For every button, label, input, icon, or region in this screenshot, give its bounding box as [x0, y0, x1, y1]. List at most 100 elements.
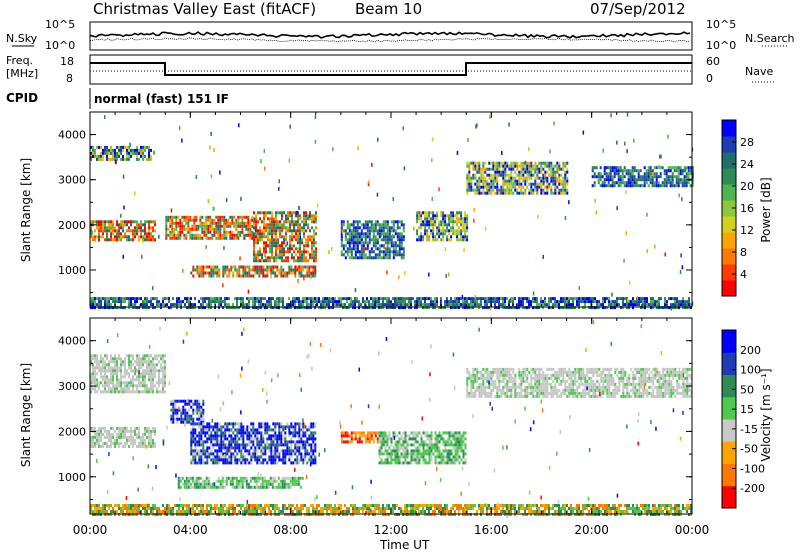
echo-cell	[270, 428, 273, 432]
echo-cell	[362, 235, 365, 239]
echo-cell	[440, 214, 443, 218]
echo-cell	[392, 244, 395, 248]
echo-cell	[262, 461, 265, 465]
echo-cell	[466, 176, 469, 180]
echo-cell	[185, 233, 188, 237]
echo-cell	[510, 179, 513, 183]
colorbar-tick-label: 12	[740, 224, 754, 237]
echo-cell	[138, 432, 140, 436]
echo-cell	[154, 426, 156, 430]
echo-cell	[246, 458, 249, 462]
echo-cell	[282, 455, 285, 459]
echo-cell	[342, 297, 344, 301]
echo-cell	[98, 223, 100, 227]
echo-cell	[224, 271, 227, 275]
echo-cell	[530, 176, 533, 180]
echo-cell	[376, 238, 379, 242]
echo-cell	[272, 268, 275, 272]
echo-cell	[448, 303, 450, 307]
echo-speck	[314, 115, 317, 120]
echo-cell	[602, 297, 604, 301]
echo-cell	[512, 306, 514, 310]
echo-cell	[380, 306, 382, 310]
echo-cell	[444, 303, 446, 307]
echo-cell	[376, 241, 379, 245]
echo-cell	[154, 354, 156, 358]
echo-cell	[296, 446, 299, 450]
echo-cell	[270, 303, 272, 307]
echo-cell	[376, 256, 379, 260]
echo-cell	[524, 167, 527, 171]
echo-cell	[288, 458, 291, 462]
echo-cell	[106, 303, 108, 307]
echo-cell	[568, 306, 570, 310]
echo-cell	[372, 235, 375, 239]
echo-cell	[356, 223, 359, 227]
echo-cell	[374, 306, 376, 310]
echo-cell	[226, 449, 229, 453]
echo-cell	[611, 175, 614, 179]
echo-cell	[214, 271, 217, 275]
echo-cell	[216, 458, 219, 462]
echo-cell	[669, 178, 672, 182]
echo-cell	[288, 440, 291, 444]
echo-cell	[603, 172, 606, 176]
echo-cell	[104, 223, 106, 227]
echo-cell	[649, 172, 652, 176]
echo-cell	[138, 297, 140, 301]
echo-cell	[227, 218, 230, 222]
echo-cell	[98, 360, 100, 364]
echo-speck	[626, 149, 628, 154]
echo-cell	[288, 268, 291, 272]
echo-cell	[180, 408, 183, 412]
echo-cell	[530, 191, 533, 195]
echo-cell	[315, 232, 317, 236]
echo-cell	[295, 211, 297, 215]
echo-cell	[138, 390, 140, 394]
echo-cell	[98, 232, 100, 236]
echo-cell	[286, 443, 289, 447]
echo-cell	[255, 253, 257, 257]
echo-cell	[243, 233, 246, 237]
echo-cell	[245, 476, 248, 480]
echo-cell	[244, 265, 247, 269]
echo-cell	[116, 438, 118, 442]
echo-cell	[142, 145, 144, 149]
echo-cell	[356, 226, 359, 230]
echo-cell	[114, 390, 116, 394]
echo-cell	[94, 154, 96, 158]
echo-cell	[611, 181, 614, 185]
echo-cell	[508, 164, 511, 168]
echo-cell	[274, 265, 277, 269]
echo-cell	[90, 390, 92, 394]
echo-cell	[281, 223, 283, 227]
echo-cell	[315, 250, 317, 254]
echo-cell	[312, 300, 314, 304]
echo-cell	[234, 265, 237, 269]
echo-cell	[252, 449, 255, 453]
echo-cell	[126, 390, 128, 394]
echo-cell	[194, 437, 197, 441]
echo-cell	[224, 303, 226, 307]
echo-cell	[293, 229, 295, 233]
echo-cell	[255, 214, 257, 218]
echo-cell	[208, 303, 210, 307]
echo-cell	[254, 434, 257, 438]
echo-cell	[234, 440, 237, 444]
echo-cell	[366, 244, 369, 248]
echo-speck	[314, 139, 317, 144]
echo-cell	[289, 220, 291, 224]
echo-cell	[238, 274, 241, 278]
echo-cell	[302, 303, 304, 307]
echo-cell	[265, 235, 267, 239]
echo-cell	[132, 390, 134, 394]
echo-cell	[96, 154, 98, 158]
echo-cell	[310, 300, 312, 304]
echo-cell	[258, 274, 261, 278]
echo-cell	[452, 229, 455, 233]
echo-cell	[148, 435, 150, 439]
echo-cell	[222, 268, 225, 272]
echo-cell	[368, 306, 370, 310]
echo-cell	[300, 428, 303, 432]
echo-cell	[220, 440, 223, 444]
